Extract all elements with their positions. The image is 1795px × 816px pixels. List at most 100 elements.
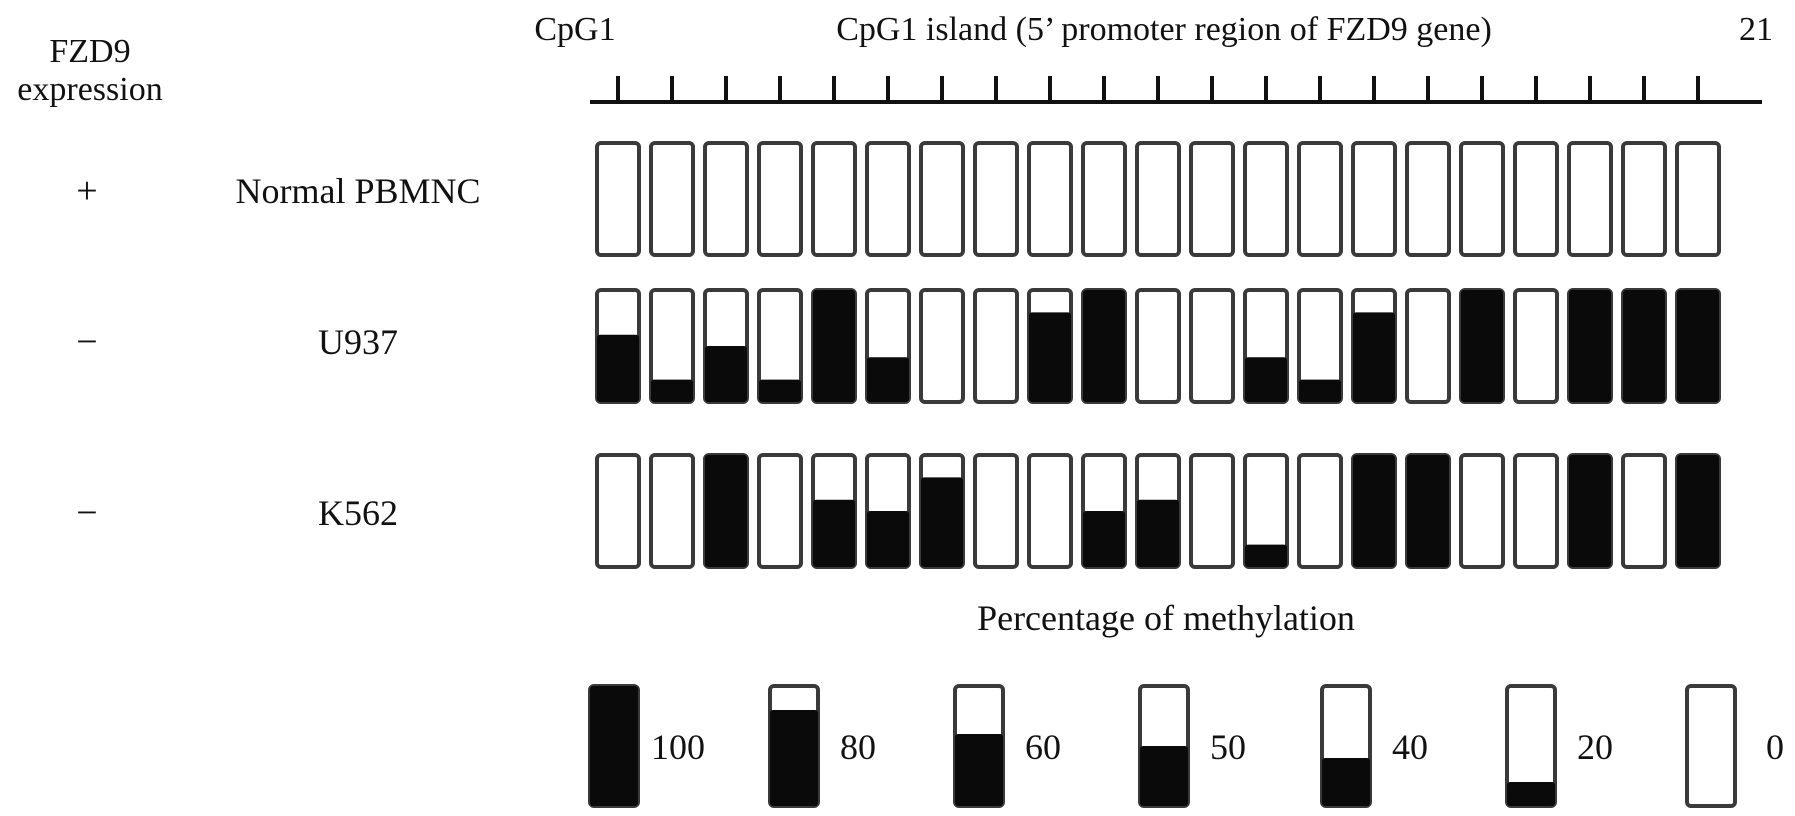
- cpg-site-bar: [595, 288, 641, 404]
- cpg-site-bar: [1027, 141, 1073, 257]
- bar-outline: [1027, 141, 1073, 257]
- bar-outline: [973, 141, 1019, 257]
- cpg-site-bar: [1135, 453, 1181, 569]
- cpg-site-bar: [1513, 288, 1559, 404]
- expression-mark: +: [76, 170, 97, 212]
- cpg-site-bar: [811, 141, 857, 257]
- cpg-site-bar: [865, 288, 911, 404]
- bar-outline: [919, 288, 965, 404]
- bar-outline: [1675, 141, 1721, 257]
- sample-row-k562: − K562: [76, 492, 398, 534]
- bar-methylated-fill: [705, 346, 747, 402]
- cpg-site-bar: [1189, 288, 1235, 404]
- bar-outline: [1621, 141, 1667, 257]
- expression-mark: −: [76, 321, 97, 363]
- cpg-site-bar: [595, 141, 641, 257]
- bar-outline: [1351, 141, 1397, 257]
- bar-outline: [1189, 288, 1235, 404]
- sample-label: U937: [318, 322, 398, 362]
- bar-outline: [1297, 141, 1343, 257]
- bar-outline: [1297, 453, 1343, 569]
- bar-methylated-fill: [1137, 499, 1179, 567]
- bar-methylated-fill: [1140, 746, 1188, 806]
- cpg-site-bar: [1135, 141, 1181, 257]
- bar-methylated-fill: [1245, 357, 1287, 402]
- methylation-bars: [595, 141, 1721, 569]
- legend-label: 100: [651, 727, 705, 767]
- cpg-site-bar: [1675, 141, 1721, 257]
- cpg-site-bar: [1027, 288, 1073, 404]
- cpg-site-bar: [1189, 453, 1235, 569]
- cpg-site-bar: [757, 453, 803, 569]
- bar-outline: [757, 453, 803, 569]
- bar-methylated-fill: [1029, 312, 1071, 402]
- bar-methylated-fill: [651, 379, 693, 402]
- bar-methylated-fill: [1507, 782, 1555, 806]
- cpg-site-bar: [865, 141, 911, 257]
- cpg-site-bar: [1513, 141, 1559, 257]
- bar-outline: [811, 141, 857, 257]
- legend-swatch: [1320, 684, 1372, 808]
- cpg-site-bar: [703, 141, 749, 257]
- island-title: CpG1 island (5’ promoter region of FZD9 …: [836, 11, 1492, 48]
- bar-outline: [595, 453, 641, 569]
- legend-label: 0: [1766, 727, 1784, 767]
- bar-methylated-fill: [1353, 312, 1395, 402]
- bar-outline: [649, 141, 695, 257]
- bar-outline: [1513, 288, 1559, 404]
- expression-header-line1: FZD9: [49, 33, 130, 70]
- cpg-site-bar: [649, 141, 695, 257]
- cpg-site-bar: [1675, 453, 1721, 569]
- sample-label: Normal PBMNC: [235, 171, 480, 211]
- bar-methylated-fill: [590, 686, 638, 806]
- bar-outline: [595, 141, 641, 257]
- bar-methylated-fill: [1245, 544, 1287, 567]
- cpg-site-bar: [973, 288, 1019, 404]
- legend-swatch: [1138, 684, 1190, 808]
- bar-outline: [973, 453, 1019, 569]
- cpg-site-bar: [1405, 453, 1451, 569]
- bar-methylated-fill: [813, 499, 855, 567]
- bar-outline: [1405, 141, 1451, 257]
- cpg-site-bar: [1189, 141, 1235, 257]
- expression-mark: −: [76, 492, 97, 534]
- bar-methylated-fill: [1677, 290, 1719, 402]
- cpg-site-bar: [1675, 288, 1721, 404]
- bar-outline: [1189, 141, 1235, 257]
- cpg-site-bar: [1459, 453, 1505, 569]
- bar-outline: [1567, 141, 1613, 257]
- cpg-site-bar: [649, 453, 695, 569]
- bar-outline: [1685, 684, 1737, 808]
- bar-outline: [1459, 141, 1505, 257]
- cpg-site-bar: [1351, 453, 1397, 569]
- methylation-legend: 100 80 60 50 40 20 0: [588, 684, 1784, 808]
- cpg-site-bar: [865, 453, 911, 569]
- sample-row-u937: − U937: [76, 321, 398, 363]
- bar-methylated-fill: [921, 477, 963, 567]
- cpg-start-label: CpG1: [534, 11, 615, 48]
- bar-methylated-fill: [1461, 290, 1503, 402]
- cpg-site-bar: [1351, 288, 1397, 404]
- bar-methylated-fill: [1677, 455, 1719, 567]
- cpg-site-bar: [919, 288, 965, 404]
- legend-label: 80: [840, 727, 876, 767]
- legend-label: 20: [1577, 727, 1613, 767]
- cpg-site-bar: [1567, 141, 1613, 257]
- cpg-site-bar: [1243, 141, 1289, 257]
- bar-outline: [1027, 453, 1073, 569]
- cpg-site-bar: [1513, 453, 1559, 569]
- cpg-site-bar: [919, 453, 965, 569]
- legend-label: 40: [1392, 727, 1428, 767]
- legend-swatch: [1685, 684, 1737, 808]
- cpg-site-bar: [1243, 288, 1289, 404]
- cpg-site-bar: [1027, 453, 1073, 569]
- bar-methylated-fill: [1083, 290, 1125, 402]
- sample-row-normal-pbmnc: + Normal PBMNC: [76, 170, 480, 212]
- bar-methylated-fill: [813, 290, 855, 402]
- cpg-site-bar: [1459, 288, 1505, 404]
- cpg-site-bar: [757, 141, 803, 257]
- bar-outline: [1135, 288, 1181, 404]
- bar-methylated-fill: [1299, 379, 1341, 402]
- bar-outline: [919, 141, 965, 257]
